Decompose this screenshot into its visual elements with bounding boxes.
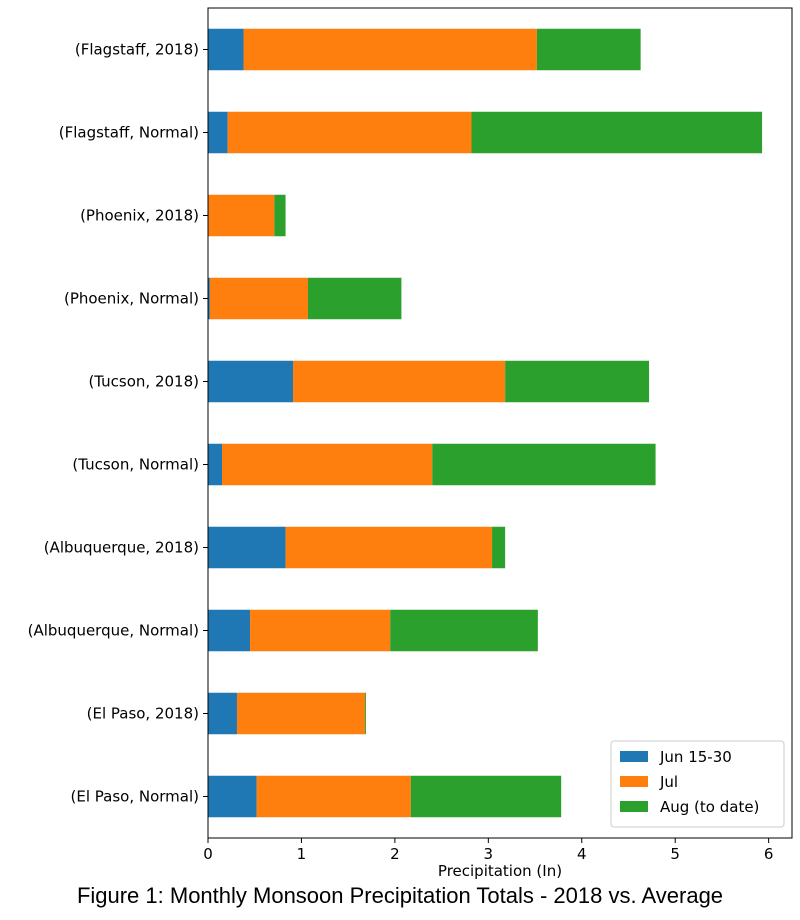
bar-1-row-4 xyxy=(208,277,210,320)
legend-label: Jul xyxy=(659,773,678,791)
y-tick-label: (Tucson, Normal) xyxy=(72,456,199,474)
x-axis-title: Precipitation (In) xyxy=(438,862,562,880)
bar-2-row-7 xyxy=(285,526,493,569)
y-tick-label: (Albuquerque, Normal) xyxy=(28,622,199,640)
x-tick-label: 6 xyxy=(764,845,774,863)
bar-3-row-7 xyxy=(492,526,506,569)
legend-swatch xyxy=(620,751,648,762)
bar-2-row-1 xyxy=(243,28,537,71)
y-tick-label: (Flagstaff, Normal) xyxy=(59,124,199,142)
bars-layer xyxy=(208,28,763,818)
y-tick-label: (Flagstaff, 2018) xyxy=(75,41,199,59)
bar-1-row-7 xyxy=(208,526,286,569)
y-tick-label: (Phoenix, Normal) xyxy=(64,290,199,308)
x-tick-label: 2 xyxy=(390,845,400,863)
bar-1-row-2 xyxy=(208,111,228,154)
legend-swatch xyxy=(620,801,648,812)
bar-3-row-1 xyxy=(536,28,641,71)
bar-1-row-8 xyxy=(208,609,251,652)
bar-3-row-4 xyxy=(307,277,402,320)
bar-1-row-10 xyxy=(208,775,257,818)
y-tick-label: (El Paso, 2018) xyxy=(87,705,199,723)
y-tick-label: (Phoenix, 2018) xyxy=(80,207,199,225)
bar-2-row-5 xyxy=(293,360,506,403)
bar-2-row-2 xyxy=(227,111,472,154)
plot-frame xyxy=(207,7,793,839)
legend-swatch xyxy=(620,776,648,787)
x-tick-label: 4 xyxy=(577,845,587,863)
y-axis: (Flagstaff, 2018) (Flagstaff, Normal) (Pho… xyxy=(28,41,208,806)
y-tick-label: (El Paso, Normal) xyxy=(71,788,199,806)
y-tick-label: (Albuquerque, 2018) xyxy=(44,539,199,557)
bar-3-row-2 xyxy=(471,111,763,154)
bar-2-row-4 xyxy=(209,277,308,320)
legend-label: Aug (to date) xyxy=(660,798,759,816)
legend: Jun 15-30 Jul Aug (to date) xyxy=(610,740,785,828)
bar-3-row-10 xyxy=(410,775,562,818)
bar-3-row-5 xyxy=(505,360,650,403)
x-tick-label: 5 xyxy=(670,845,680,863)
bar-3-row-8 xyxy=(390,609,538,652)
figure-caption: Figure 1: Monthly Monsoon Precipitation … xyxy=(76,883,724,908)
legend-label: Jun 15-30 xyxy=(659,748,732,766)
y-tick-label: (Tucson, 2018) xyxy=(88,373,199,391)
bar-1-row-5 xyxy=(208,360,294,403)
x-tick-label: 3 xyxy=(484,845,494,863)
bar-2-row-10 xyxy=(256,775,411,818)
bar-3-row-9 xyxy=(364,692,366,735)
legend-box xyxy=(610,740,785,828)
bar-2-row-8 xyxy=(250,609,391,652)
legend-items: Jun 15-30 Jul Aug (to date) xyxy=(620,748,759,816)
bar-1-row-6 xyxy=(208,443,223,486)
bar-3-row-6 xyxy=(432,443,656,486)
bar-3-row-3 xyxy=(274,194,286,237)
x-tick-label: 1 xyxy=(297,845,307,863)
bar-1-row-9 xyxy=(208,692,237,735)
x-tick-label: 0 xyxy=(203,845,213,863)
bar-1-row-1 xyxy=(208,28,244,71)
bar-2-row-3 xyxy=(208,194,275,237)
x-axis: 0 1 2 3 4 5 6 xyxy=(203,838,773,863)
bar-2-row-9 xyxy=(236,692,365,735)
monsoon-chart: 0 1 2 3 4 5 6 (Flagstaff, 2018) (Flagstaff, Nor… xyxy=(28,7,793,880)
bar-2-row-6 xyxy=(222,443,433,486)
